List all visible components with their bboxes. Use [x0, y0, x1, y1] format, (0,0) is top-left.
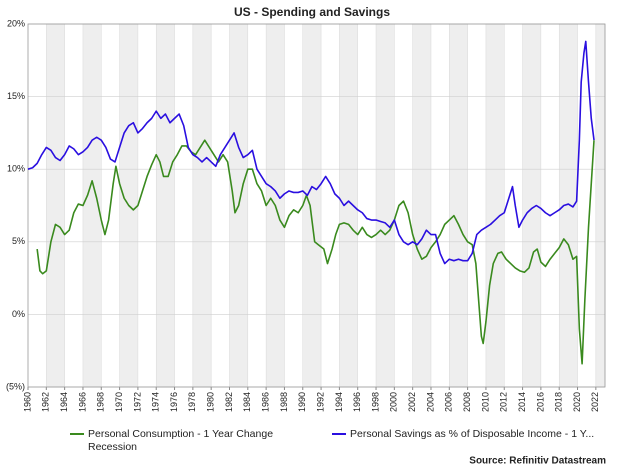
stripe	[302, 23, 322, 388]
chart-title: US - Spending and Savings	[234, 5, 390, 19]
y-tick-label: 0%	[12, 309, 25, 319]
x-tick-label: 2008	[462, 392, 472, 412]
x-tick-label: 2006	[444, 392, 454, 412]
x-tick-label: 2000	[389, 392, 399, 412]
x-tick-label: 1994	[334, 392, 344, 412]
stripe	[449, 23, 468, 388]
x-tick-label: 2012	[499, 392, 509, 412]
x-tick-label: 2002	[407, 392, 417, 412]
x-tick-label: 2010	[480, 392, 490, 412]
x-tick-label: 1990	[297, 392, 307, 412]
plot-area: (5%) 0% 5% 10% 15% 20% 1960 1962 1964 1966 1968 197…	[6, 18, 606, 412]
x-tick-label: 1974	[151, 392, 161, 412]
x-tick-label: 2018	[554, 392, 564, 412]
series-line	[27, 40, 595, 265]
series-line	[36, 139, 595, 365]
x-tick-label: 1962	[41, 392, 51, 412]
x-tick-label: 1960	[22, 392, 32, 412]
x-tick-label: 1982	[224, 392, 234, 412]
x-tick-label: 1992	[315, 392, 325, 412]
legend-label: Personal Savings as % of Disposable Inco…	[350, 428, 594, 440]
x-tick-label: 2004	[425, 392, 435, 412]
legend-label: Personal Consumption - 1 Year Change	[88, 428, 273, 440]
x-tick-label: 1996	[352, 392, 362, 412]
x-tick-label: 2020	[572, 392, 582, 412]
legend-label: Recession	[88, 441, 137, 453]
x-tick-label: 1978	[187, 392, 197, 412]
stripe	[46, 23, 65, 388]
x-tick-label: 1976	[169, 392, 179, 412]
y-tick-label: (5%)	[6, 381, 25, 391]
stripe	[412, 23, 432, 388]
x-tick-label: 1984	[242, 392, 252, 412]
x-tick-label: 1968	[96, 392, 106, 412]
stripe	[595, 23, 606, 388]
x-tick-label: 1998	[370, 392, 380, 412]
x-tick-label: 1970	[114, 392, 124, 412]
stripe	[339, 23, 358, 388]
x-tick-label: 1972	[132, 392, 142, 412]
x-tick-label: 1964	[59, 392, 69, 412]
source-note: Source: Refinitiv Datastream	[469, 456, 606, 467]
y-tick-label: 10%	[7, 164, 25, 174]
x-tick-label: 1986	[261, 392, 271, 412]
x-tick-label: 1966	[77, 392, 87, 412]
stripe	[522, 23, 542, 388]
x-tick-label: 2016	[535, 392, 545, 412]
stripe	[485, 23, 505, 388]
stripe	[375, 23, 395, 388]
y-tick-label: 15%	[7, 91, 25, 101]
x-tick-label: 2014	[517, 392, 527, 412]
stripe	[155, 23, 175, 388]
plot-border	[27, 23, 606, 388]
stripe	[192, 23, 212, 388]
x-tick-label: 1988	[279, 392, 289, 412]
y-tick-label: 5%	[12, 236, 25, 246]
x-tick-label: 1980	[206, 392, 216, 412]
y-tick-label: 20%	[7, 18, 25, 28]
x-tick-label: 2022	[590, 392, 600, 412]
